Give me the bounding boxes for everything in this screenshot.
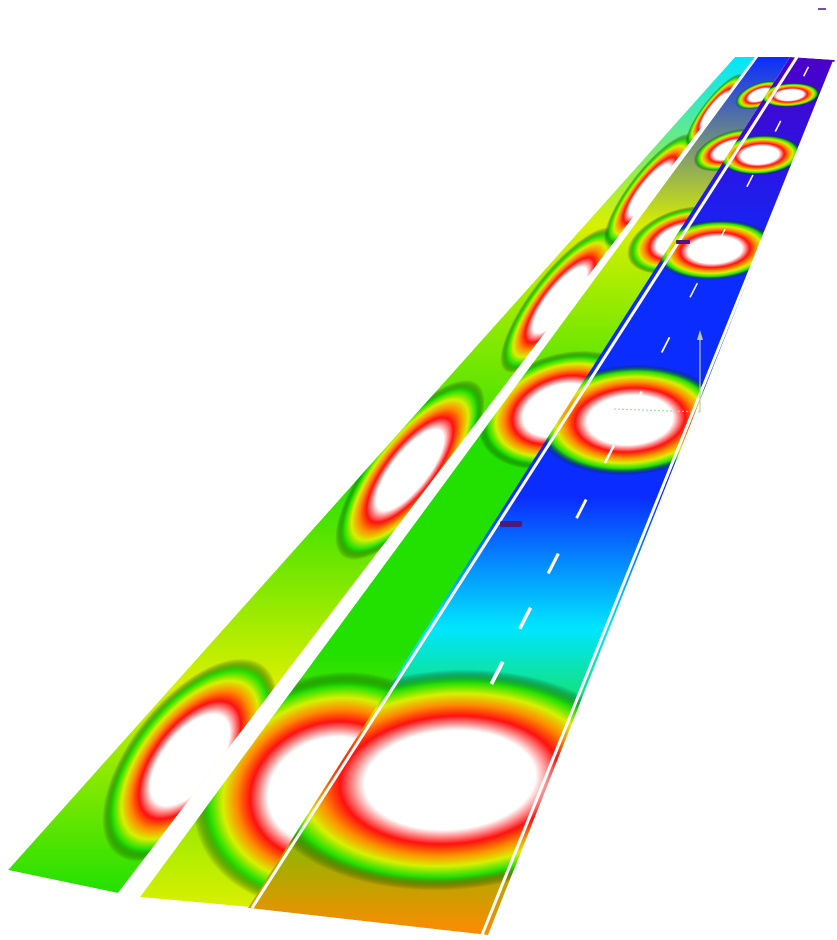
- road-ring: [655, 219, 775, 281]
- lane-dash: [575, 498, 588, 519]
- left-hotspot: [335, 379, 485, 561]
- lane-dash: [546, 552, 560, 575]
- lane-dash: [660, 336, 671, 353]
- vehicle-marker: [500, 521, 522, 527]
- lane-dash: [689, 282, 698, 298]
- distance-marker-top: [818, 8, 826, 10]
- axis-up-arrowhead: [697, 330, 703, 340]
- left-hotspot: [102, 658, 278, 862]
- lane-dash: [518, 606, 533, 630]
- left-hotspot: [500, 227, 620, 373]
- lane-dash: [632, 390, 643, 409]
- road-contour-panel: [248, 57, 835, 935]
- lane-dash: [746, 174, 754, 188]
- road-right-edge-line: [480, 61, 836, 936]
- lane-divider-dashes: [489, 66, 810, 685]
- lane-dash: [717, 228, 726, 243]
- lane-dash: [802, 66, 810, 77]
- vehicle-marker-far: [676, 240, 690, 244]
- lane-dash: [603, 444, 616, 464]
- left-hotspot: [604, 133, 696, 247]
- lane-dash: [489, 660, 505, 685]
- lane-dash: [774, 120, 782, 132]
- road-left-edge-line: [250, 56, 799, 909]
